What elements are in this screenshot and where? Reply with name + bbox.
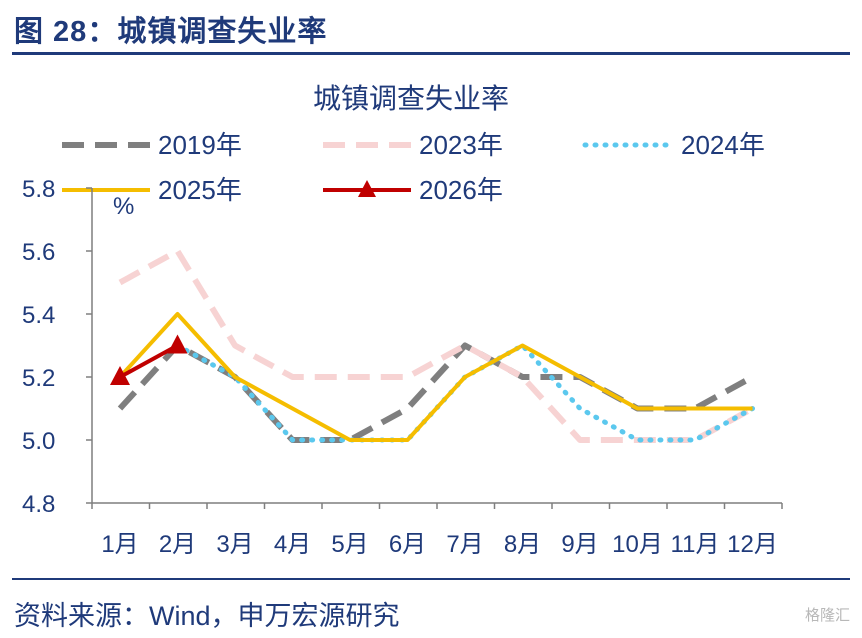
legend-label: 2023年 <box>419 130 503 160</box>
legend-item: 2023年 <box>323 130 503 160</box>
watermark-text: 格隆汇 <box>804 607 850 624</box>
x-tick-label: 1月 <box>101 531 138 558</box>
chart-axes: 4.8 5.0 5.2 5.4 5.6 5.8 1月 2月 3月 4月 5月 6月 7月 8月 9月 10月 1… <box>22 176 783 558</box>
legend-item: 2025年 <box>62 175 242 205</box>
x-tick-label: 8月 <box>504 531 541 558</box>
legend-label: 2026年 <box>419 175 503 205</box>
series-3 <box>118 312 753 442</box>
legend-item: 2026年 <box>323 175 503 205</box>
x-tick-label: 5月 <box>331 531 368 558</box>
x-tick-label: 3月 <box>216 531 253 558</box>
title-rule <box>12 52 850 55</box>
y-unit-label: % <box>113 193 134 220</box>
x-tick-label: 12月 <box>727 531 778 558</box>
series-0 <box>117 342 754 443</box>
y-tick-label: 5.2 <box>22 365 55 392</box>
line-chart: 城镇调查失业率 2019年 2023年 2024年 2025年 2026年 4.8 5.0… <box>22 83 783 558</box>
series-line <box>117 342 754 443</box>
y-tick-label: 5.6 <box>22 239 55 266</box>
chart-legend: 2019年 2023年 2024年 2025年 2026年 <box>62 130 765 205</box>
x-tick-label: 10月 <box>612 531 663 558</box>
legend-item: 2024年 <box>582 130 765 160</box>
y-tick-label: 5.0 <box>22 428 55 455</box>
series-point-marker <box>110 366 130 385</box>
bottom-rule <box>12 578 850 580</box>
series-point-marker <box>167 334 188 354</box>
source-note: 资料来源：Wind，申万宏源研究 <box>14 601 400 631</box>
figure-title: 图 28：城镇调查失业率 <box>14 16 328 48</box>
y-tick-label: 4.8 <box>22 491 55 518</box>
legend-item: 2019年 <box>62 130 242 160</box>
x-tick-label: 9月 <box>561 531 598 558</box>
chart-title: 城镇调查失业率 <box>313 83 509 114</box>
y-tick-label: 5.4 <box>22 302 55 329</box>
chart-plot-area <box>110 248 755 443</box>
series-line <box>118 312 753 442</box>
x-tick-label: 2月 <box>159 531 196 558</box>
legend-marker <box>358 180 376 197</box>
series-4 <box>110 334 188 385</box>
legend-label: 2024年 <box>681 130 765 160</box>
x-tick-label: 6月 <box>389 531 426 558</box>
legend-label: 2025年 <box>158 175 242 205</box>
series-1 <box>118 248 754 443</box>
x-tick-label: 11月 <box>671 531 720 558</box>
legend-label: 2019年 <box>158 130 242 160</box>
series-line <box>118 248 754 443</box>
series-line <box>119 343 179 379</box>
y-tick-label: 5.8 <box>22 176 55 203</box>
x-tick-label: 7月 <box>446 531 483 558</box>
x-tick-label: 4月 <box>274 531 311 558</box>
